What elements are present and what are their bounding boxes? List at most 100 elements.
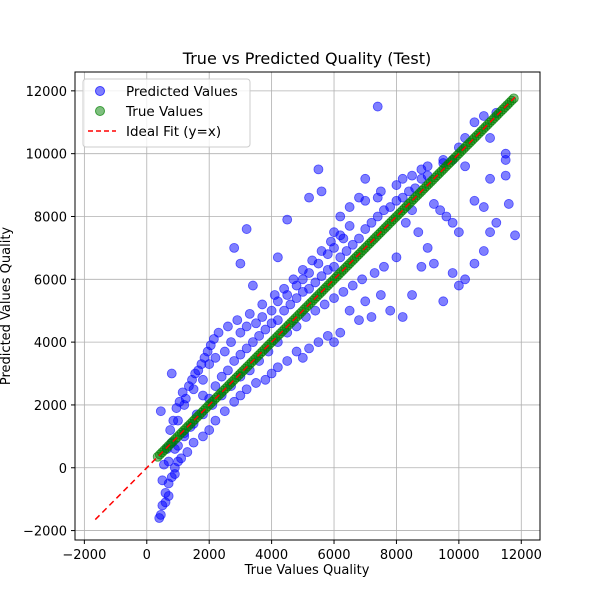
predicted-point bbox=[213, 327, 224, 338]
predicted-point bbox=[182, 447, 193, 457]
predicted-point bbox=[469, 195, 480, 206]
predicted-point bbox=[375, 290, 386, 300]
predicted-point bbox=[335, 252, 346, 263]
predicted-point bbox=[310, 277, 321, 288]
legend-box bbox=[82, 78, 251, 148]
predicted-point bbox=[251, 318, 261, 329]
predicted-point bbox=[397, 192, 408, 203]
y-tick-label: 4000 bbox=[34, 336, 67, 351]
predicted-point bbox=[210, 415, 221, 426]
predicted-point bbox=[478, 202, 489, 212]
predicted-point bbox=[441, 211, 452, 222]
predicted-point bbox=[369, 268, 380, 278]
predicted-point bbox=[232, 315, 243, 326]
predicted-point bbox=[385, 305, 396, 316]
x-tick-label: 4000 bbox=[255, 548, 288, 563]
predicted-point bbox=[335, 211, 346, 222]
predicted-point bbox=[288, 274, 299, 285]
predicted-point bbox=[272, 315, 283, 326]
predicted-point bbox=[335, 230, 346, 241]
predicted-point bbox=[469, 258, 480, 269]
predicted-point bbox=[397, 173, 408, 184]
y-axis-label: Predicted Values Quality bbox=[0, 227, 14, 386]
predicted-point bbox=[360, 224, 371, 234]
predicted-point bbox=[247, 337, 258, 348]
predicted-point bbox=[279, 305, 289, 316]
y-axis: −2000 0 2000 4000 6000 8000 10000 12000 bbox=[23, 85, 75, 540]
predicted-point bbox=[310, 305, 321, 316]
x-tick-label: −2000 bbox=[62, 548, 106, 563]
predicted-point bbox=[469, 117, 480, 128]
predicted-point bbox=[241, 384, 252, 395]
predicted-point bbox=[447, 268, 458, 278]
legend-marker-predicted bbox=[95, 86, 105, 96]
legend-label-predicted: Predicted Values bbox=[126, 84, 238, 100]
predicted-point bbox=[159, 459, 169, 470]
predicted-point bbox=[413, 227, 424, 238]
predicted-point bbox=[241, 224, 252, 234]
predicted-point bbox=[198, 374, 208, 385]
predicted-point bbox=[335, 327, 346, 338]
predicted-point bbox=[485, 173, 495, 184]
predicted-point bbox=[235, 390, 246, 401]
x-tick-label: 6000 bbox=[317, 548, 350, 563]
predicted-point bbox=[407, 290, 417, 300]
predicted-point bbox=[285, 299, 296, 310]
predicted-point bbox=[316, 246, 327, 256]
predicted-point bbox=[244, 308, 255, 319]
predicted-point bbox=[180, 393, 191, 404]
predicted-point bbox=[322, 330, 333, 341]
predicted-point bbox=[272, 362, 283, 373]
plot-area bbox=[94, 93, 520, 523]
predicted-point bbox=[282, 356, 293, 366]
x-tick-label: 12000 bbox=[501, 548, 542, 563]
predicted-point bbox=[235, 327, 246, 338]
predicted-point bbox=[260, 324, 271, 335]
predicted-point bbox=[372, 211, 383, 222]
predicted-point bbox=[210, 381, 221, 391]
predicted-point bbox=[453, 227, 464, 238]
predicted-point bbox=[478, 111, 489, 121]
legend: Predicted Values True Values Ideal Fit (… bbox=[82, 78, 251, 148]
predicted-point bbox=[347, 239, 358, 250]
predicted-point bbox=[338, 286, 349, 297]
predicted-point bbox=[304, 192, 314, 203]
predicted-point bbox=[344, 221, 355, 231]
predicted-point bbox=[251, 378, 261, 388]
predicted-point bbox=[169, 469, 180, 479]
predicted-point bbox=[229, 356, 240, 366]
y-tick-label: 2000 bbox=[34, 399, 67, 414]
predicted-point bbox=[204, 425, 215, 435]
predicted-point bbox=[422, 242, 433, 253]
predicted-point bbox=[198, 431, 208, 442]
predicted-point bbox=[416, 261, 427, 272]
predicted-point bbox=[272, 252, 283, 263]
axes-frame bbox=[74, 71, 541, 541]
legend-label-true: True Values bbox=[125, 104, 203, 120]
y-tick-label: −2000 bbox=[23, 525, 67, 540]
predicted-point bbox=[316, 271, 327, 282]
predicted-point bbox=[297, 264, 308, 275]
x-tick-label: 2000 bbox=[193, 548, 226, 563]
y-tick-label: 6000 bbox=[34, 273, 67, 288]
predicted-point bbox=[491, 217, 502, 228]
predicted-point bbox=[269, 290, 280, 300]
predicted-point bbox=[166, 368, 177, 379]
predicted-point bbox=[235, 349, 246, 360]
predicted-point bbox=[188, 437, 199, 448]
predicted-point bbox=[397, 312, 408, 322]
predicted-point bbox=[485, 227, 495, 238]
predicted-point bbox=[485, 133, 495, 143]
predicted-point bbox=[229, 396, 240, 407]
predicted-point bbox=[360, 296, 371, 307]
x-axis-label: True Values Quality bbox=[244, 563, 370, 578]
predicted-point bbox=[226, 337, 236, 348]
predicted-point bbox=[422, 161, 433, 172]
predicted-point bbox=[379, 261, 389, 272]
legend-marker-true bbox=[95, 106, 105, 116]
predicted-point bbox=[341, 246, 352, 256]
predicted-point bbox=[400, 217, 411, 228]
predicted-point bbox=[366, 312, 377, 322]
predicted-point bbox=[385, 202, 396, 212]
